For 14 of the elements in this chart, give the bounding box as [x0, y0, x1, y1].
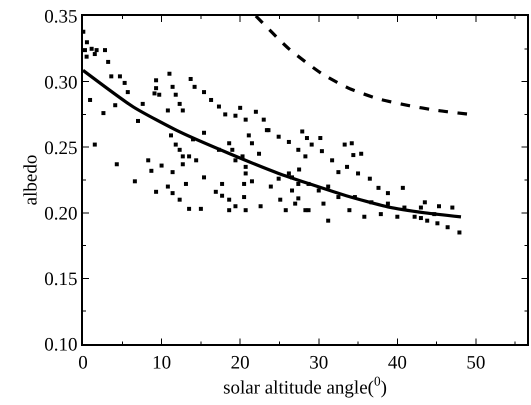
y-tick-label: 0.25: [44, 138, 78, 159]
y-tick-label: 0.15: [44, 269, 78, 290]
x-axis-title: solar altitude angle($^{0}$): [223, 374, 387, 399]
x-tick-label: 50: [466, 352, 486, 374]
x-tick-label: 40: [388, 352, 407, 374]
x-tick-label: 0: [78, 352, 88, 374]
y-tick-label: 0.35: [44, 6, 78, 28]
x-tick-label: 10: [152, 352, 172, 374]
y-tick-label: 0.10: [44, 334, 78, 356]
y-tick-label: 0.30: [44, 72, 78, 94]
x-tick-label: 30: [309, 352, 328, 374]
x-tick-label: 20: [230, 352, 250, 374]
y-axis-title: albedo: [20, 154, 42, 206]
y-tick-label: 0.20: [44, 203, 78, 224]
